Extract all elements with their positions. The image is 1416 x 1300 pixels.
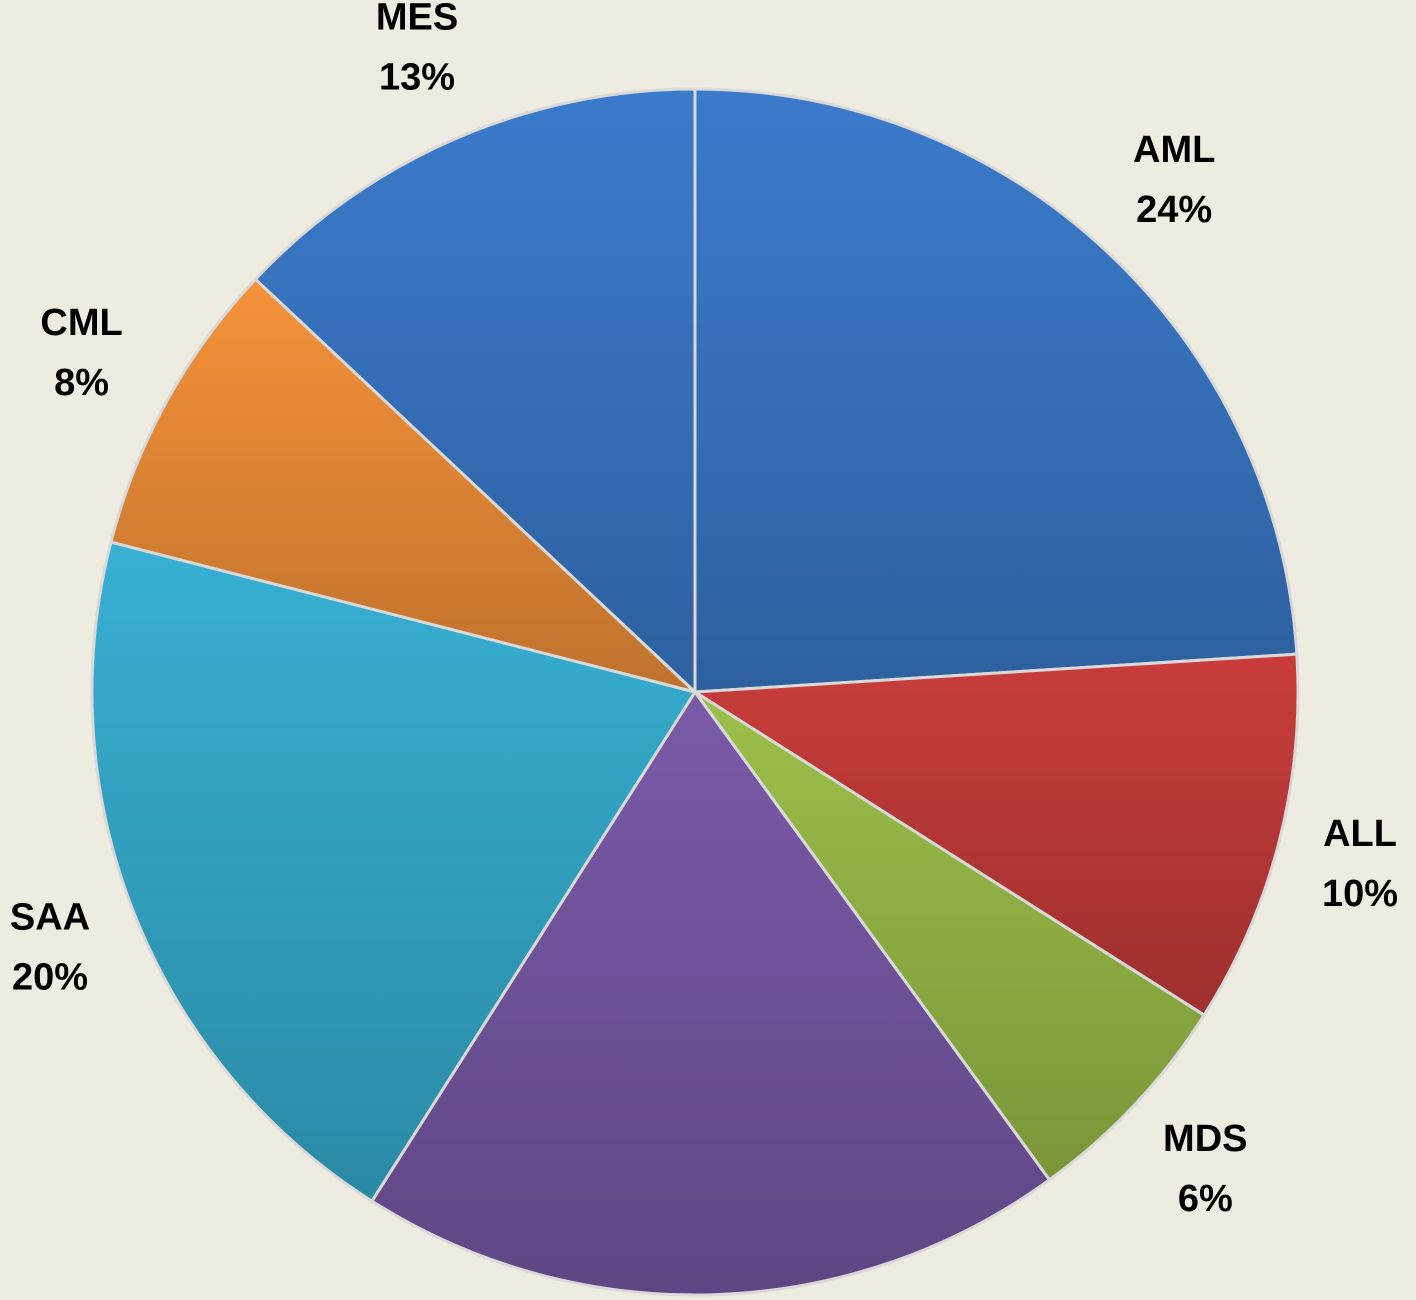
slice-shade — [90, 540, 698, 1204]
slice-label: MES — [376, 0, 458, 39]
slice-label: CML — [40, 302, 122, 344]
slice-shade — [693, 87, 1299, 694]
slice-shade — [109, 277, 697, 694]
slice-shade — [690, 652, 1300, 1018]
slice-label: SAA — [10, 897, 90, 939]
value-label: 24% — [1136, 189, 1212, 231]
value-label: 8% — [54, 362, 109, 404]
value-label: 6% — [1178, 1178, 1233, 1220]
value-label: 13% — [379, 57, 455, 99]
value-label: 10% — [1322, 873, 1398, 915]
slice-shade — [253, 87, 697, 696]
slice-label: MDS — [1163, 1118, 1247, 1160]
value-label: 20% — [12, 957, 88, 999]
slice-shade — [369, 689, 1052, 1297]
slice-label: AML — [1133, 129, 1215, 171]
slice-label: ALL — [1323, 813, 1397, 855]
slice-shade — [693, 690, 1207, 1182]
